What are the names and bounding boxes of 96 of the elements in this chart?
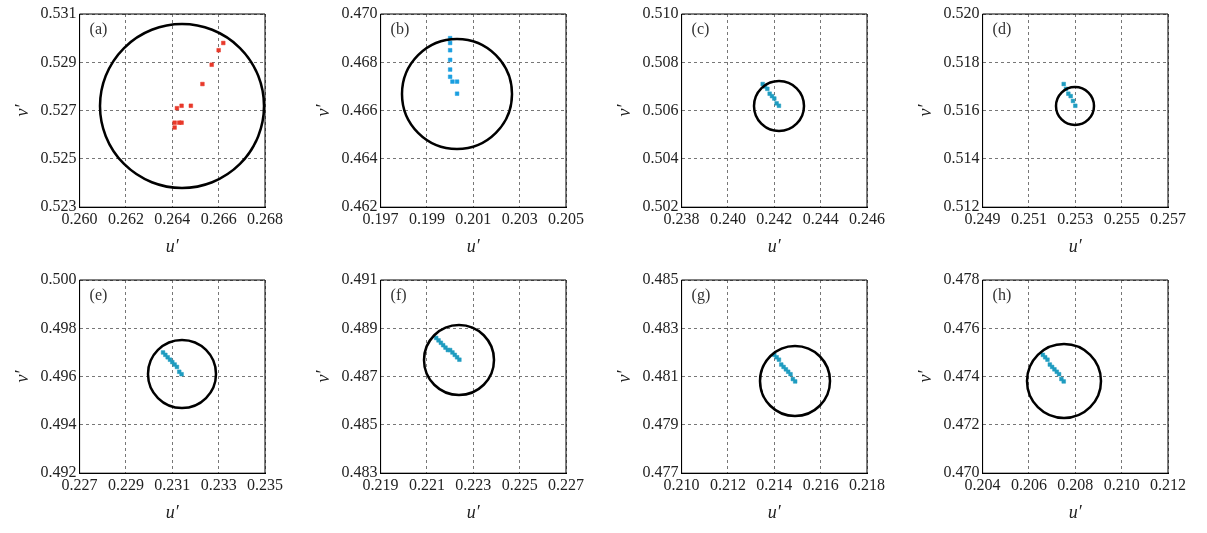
x-tick-label: 0.210 bbox=[663, 476, 700, 493]
x-tick-label: 0.212 bbox=[1150, 476, 1186, 493]
y-tick-label: 0.520 bbox=[943, 4, 980, 22]
x-tick-label: 0.199 bbox=[408, 210, 445, 227]
y-tick-label: 0.506 bbox=[642, 100, 679, 118]
y-tick-label: 0.491 bbox=[341, 270, 378, 288]
y-tick-label: 0.527 bbox=[40, 100, 77, 118]
x-tick-label: 0.203 bbox=[501, 210, 538, 227]
x-tick-label: 0.208 bbox=[1057, 476, 1094, 493]
x-tick-label: 0.249 bbox=[964, 210, 1001, 227]
y-tick-label: 0.500 bbox=[40, 270, 77, 288]
x-tick-label: 0.244 bbox=[802, 210, 839, 227]
x-tick-label: 0.233 bbox=[200, 476, 237, 493]
x-tick-label: 0.262 bbox=[107, 210, 144, 227]
x-tick-label: 0.257 bbox=[1150, 210, 1186, 227]
y-tick-label: 0.464 bbox=[341, 149, 378, 167]
x-tick-label: 0.227 bbox=[548, 476, 584, 493]
y-tick-label: 0.494 bbox=[40, 415, 77, 433]
annotation: (c) bbox=[691, 20, 710, 39]
y-axis-title: v′ bbox=[11, 369, 32, 383]
annotation: (b) bbox=[390, 20, 410, 39]
x-tick-label: 0.210 bbox=[1103, 476, 1140, 493]
x-tick-label: 0.238 bbox=[663, 210, 700, 227]
y-tick-label: 0.489 bbox=[341, 318, 378, 336]
x-axis-title: u′ bbox=[165, 235, 180, 256]
y-axis-title: v′ bbox=[613, 369, 634, 383]
y-axis-title: v′ bbox=[914, 103, 935, 117]
x-tick-label: 0.260 bbox=[61, 210, 98, 227]
x-tick-label: 0.225 bbox=[501, 476, 538, 493]
x-tick-label: 0.231 bbox=[154, 476, 191, 493]
x-tick-label: 0.201 bbox=[455, 210, 492, 227]
x-tick-label: 0.227 bbox=[61, 476, 98, 493]
y-axis-title: v′ bbox=[312, 369, 333, 383]
y-tick-label: 0.504 bbox=[642, 149, 679, 167]
y-tick-label: 0.472 bbox=[943, 415, 980, 433]
x-tick-label: 0.212 bbox=[709, 476, 746, 493]
annotation: (d) bbox=[992, 20, 1012, 39]
y-tick-label: 0.485 bbox=[642, 270, 679, 288]
y-tick-label: 0.518 bbox=[943, 52, 980, 70]
y-tick-label: 0.525 bbox=[40, 149, 77, 167]
x-tick-label: 0.216 bbox=[802, 476, 839, 493]
x-tick-label: 0.266 bbox=[200, 210, 237, 227]
y-tick-label: 0.478 bbox=[943, 270, 980, 288]
annotation: (g) bbox=[691, 286, 711, 305]
y-tick-label: 0.498 bbox=[40, 318, 77, 336]
y-axis-title: v′ bbox=[914, 369, 935, 383]
x-axis-title: u′ bbox=[466, 235, 481, 256]
x-axis-title: u′ bbox=[767, 501, 782, 522]
y-tick-label: 0.481 bbox=[642, 366, 679, 384]
annotation: (f) bbox=[390, 286, 407, 305]
y-tick-label: 0.496 bbox=[40, 366, 77, 384]
y-axis-title: v′ bbox=[613, 103, 634, 117]
x-axis-title: u′ bbox=[466, 501, 481, 522]
x-tick-label: 0.197 bbox=[362, 210, 399, 227]
annotation: (h) bbox=[992, 286, 1012, 305]
x-axis-title: u′ bbox=[767, 235, 782, 256]
y-axis-title: v′ bbox=[11, 103, 32, 117]
y-axis-title: v′ bbox=[312, 103, 333, 117]
x-tick-label: 0.253 bbox=[1057, 210, 1094, 227]
x-axis-title: u′ bbox=[1068, 501, 1083, 522]
x-tick-label: 0.242 bbox=[756, 210, 793, 227]
y-tick-label: 0.508 bbox=[642, 52, 679, 70]
x-tick-label: 0.264 bbox=[154, 210, 191, 227]
y-tick-label: 0.470 bbox=[341, 4, 378, 22]
y-tick-label: 0.483 bbox=[642, 318, 679, 336]
x-axis-title: u′ bbox=[1068, 235, 1083, 256]
annotation: (e) bbox=[89, 286, 108, 305]
x-tick-label: 0.214 bbox=[756, 476, 793, 493]
y-tick-label: 0.510 bbox=[642, 4, 679, 22]
x-tick-label: 0.246 bbox=[849, 210, 885, 227]
x-tick-label: 0.219 bbox=[362, 476, 399, 493]
x-tick-label: 0.205 bbox=[548, 210, 584, 227]
y-tick-label: 0.485 bbox=[341, 415, 378, 433]
x-tick-label: 0.223 bbox=[455, 476, 492, 493]
y-tick-label: 0.487 bbox=[341, 366, 378, 384]
y-tick-label: 0.514 bbox=[943, 149, 980, 167]
x-tick-label: 0.235 bbox=[247, 476, 283, 493]
y-tick-label: 0.479 bbox=[642, 415, 679, 433]
x-tick-label: 0.204 bbox=[964, 476, 1001, 493]
y-tick-label: 0.529 bbox=[40, 52, 77, 70]
x-tick-label: 0.255 bbox=[1103, 210, 1140, 227]
y-tick-label: 0.474 bbox=[943, 366, 980, 384]
y-tick-label: 0.476 bbox=[943, 318, 980, 336]
y-tick-label: 0.466 bbox=[341, 100, 378, 118]
x-tick-label: 0.229 bbox=[107, 476, 144, 493]
annotation: (a) bbox=[89, 20, 108, 39]
y-tick-label: 0.468 bbox=[341, 52, 378, 70]
x-tick-label: 0.221 bbox=[408, 476, 445, 493]
x-axis-title: u′ bbox=[165, 501, 180, 522]
x-tick-label: 0.206 bbox=[1010, 476, 1047, 493]
x-tick-label: 0.218 bbox=[849, 476, 885, 493]
x-tick-label: 0.240 bbox=[709, 210, 746, 227]
y-tick-label: 0.516 bbox=[943, 100, 980, 118]
x-tick-label: 0.268 bbox=[247, 210, 283, 227]
y-tick-label: 0.531 bbox=[40, 4, 77, 22]
x-tick-label: 0.251 bbox=[1010, 210, 1047, 227]
